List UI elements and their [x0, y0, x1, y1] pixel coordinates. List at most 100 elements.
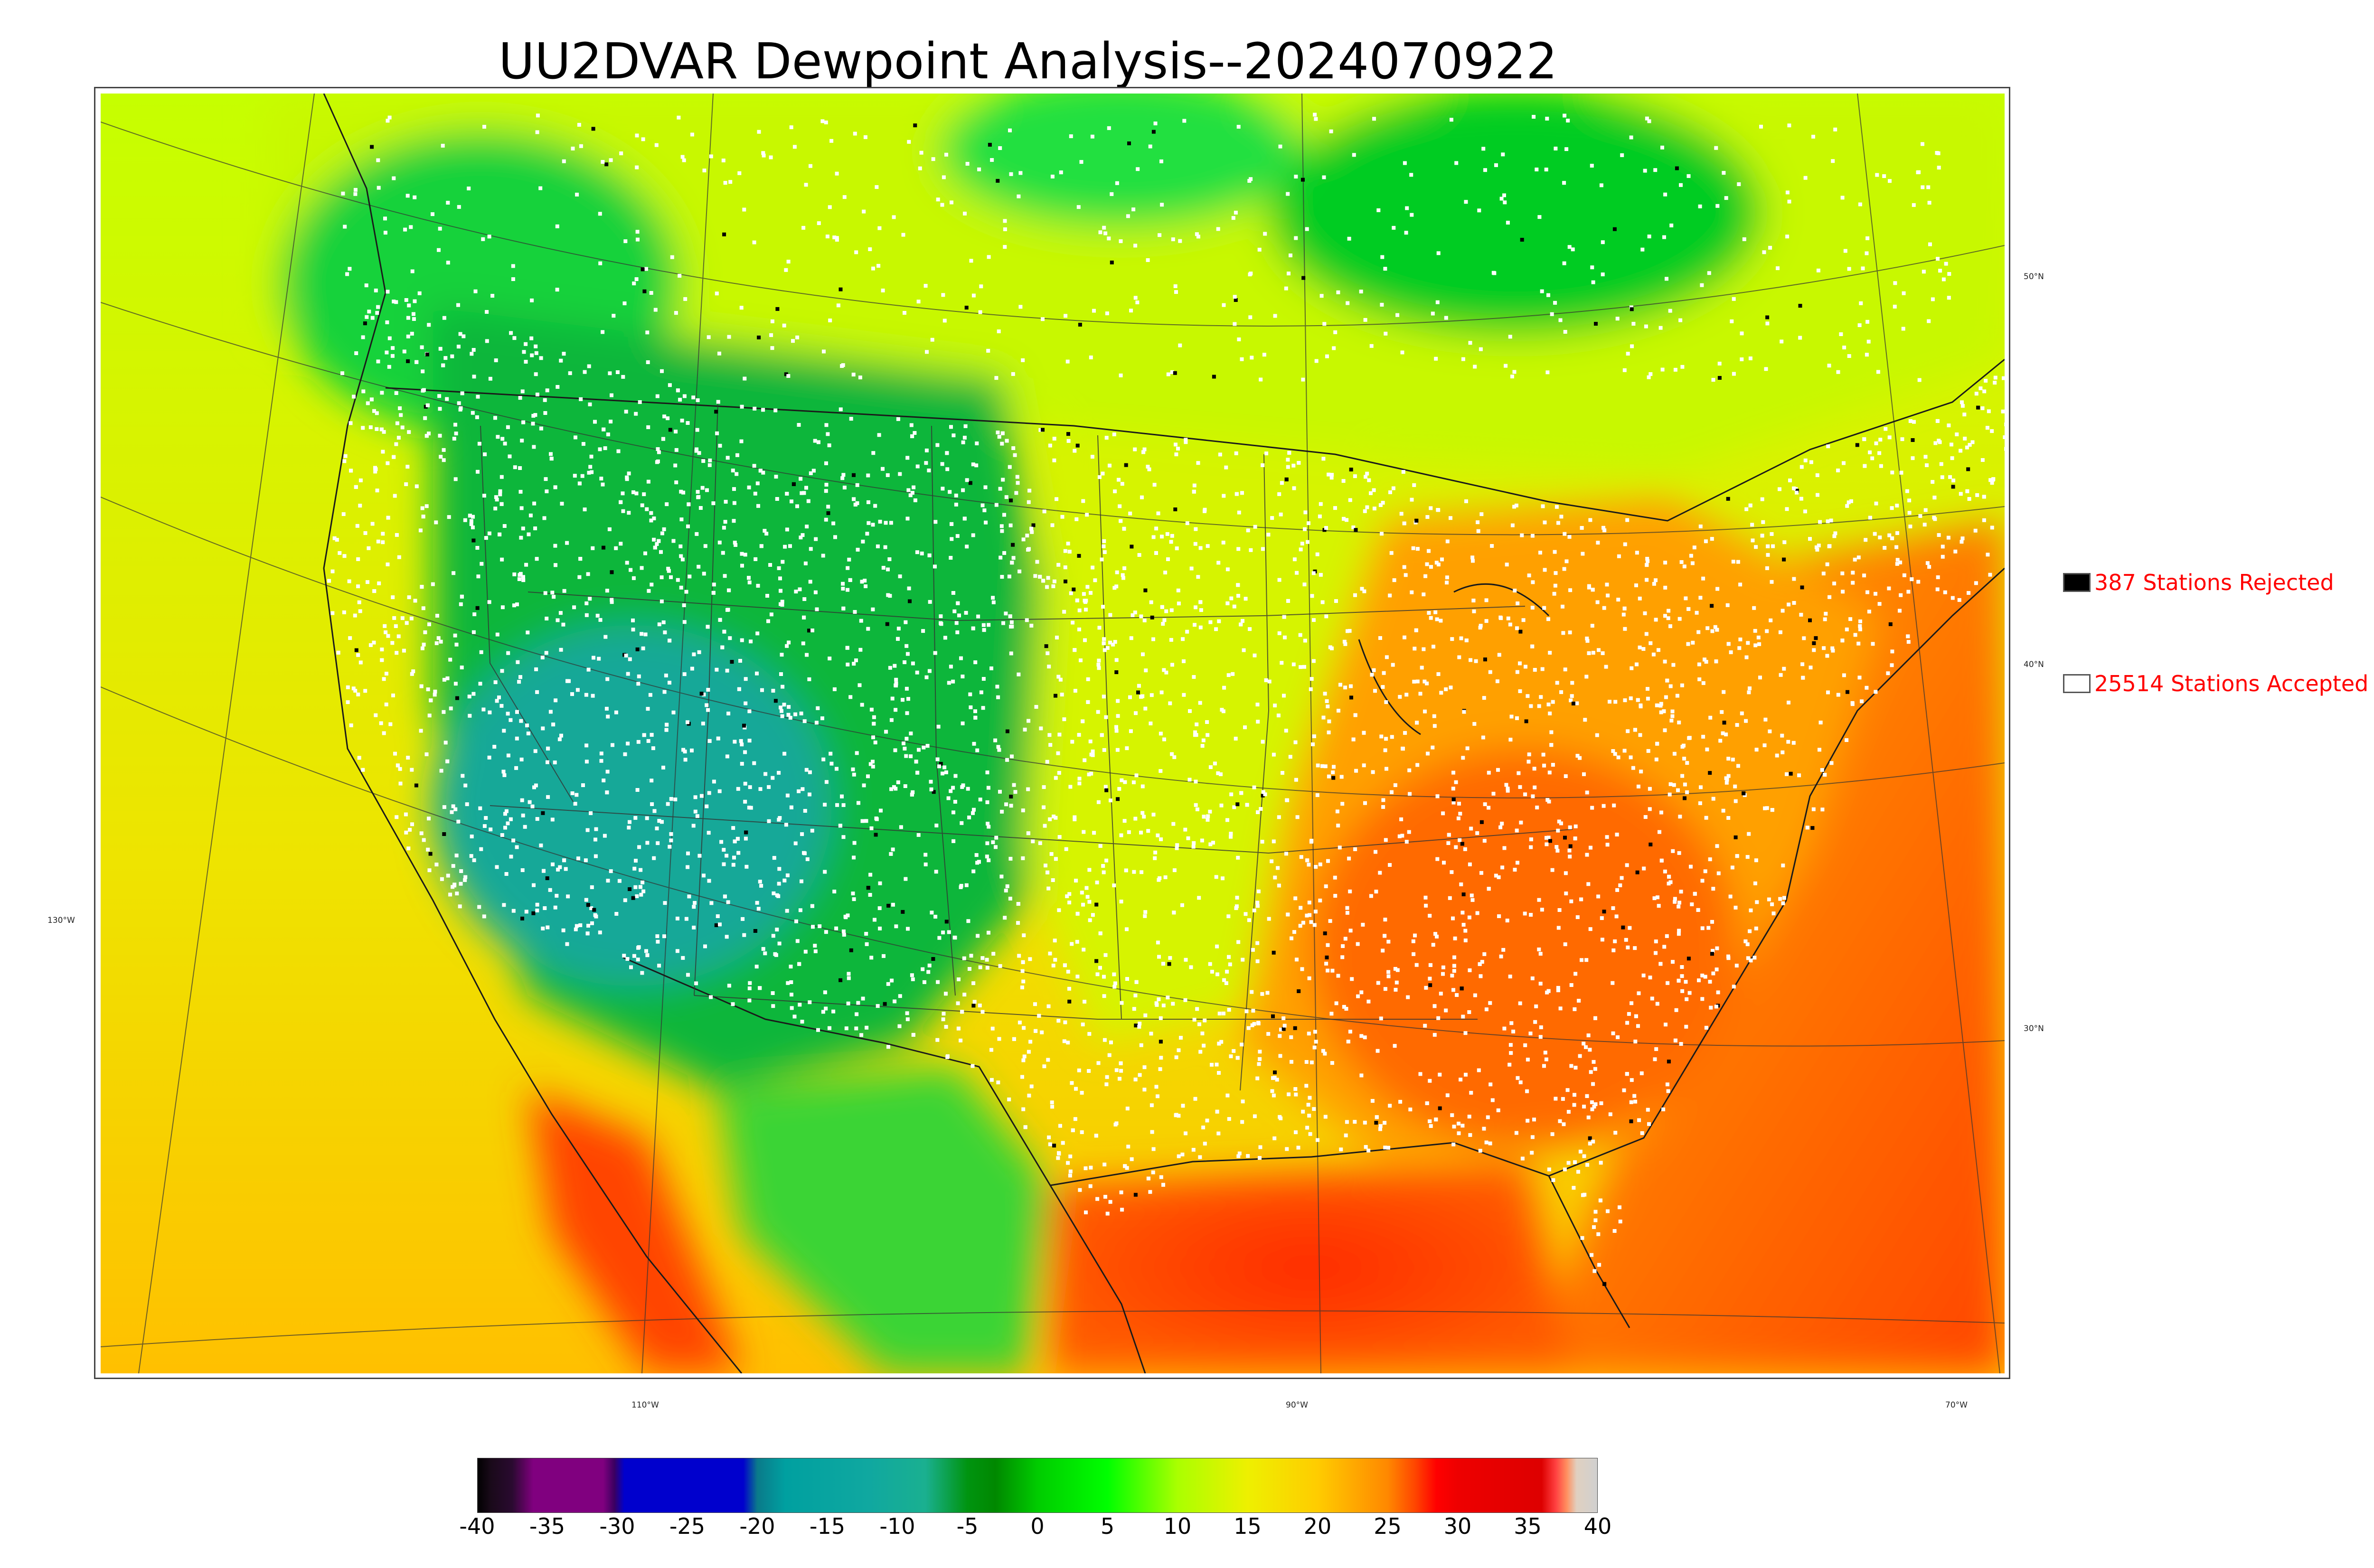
- station-marker: [1901, 327, 1905, 331]
- station-marker: [1233, 322, 1237, 326]
- station-marker: [985, 958, 989, 962]
- station-marker: [935, 1038, 940, 1042]
- station-marker: [1935, 419, 1940, 423]
- station-marker: [1151, 637, 1155, 641]
- station-marker: [1063, 565, 1067, 570]
- station-marker: [1549, 743, 1554, 747]
- dewpoint-analysis-map[interactable]: [101, 94, 2005, 1373]
- station-marker: [546, 795, 550, 799]
- station-marker: [564, 867, 568, 871]
- station-marker: [687, 894, 691, 899]
- station-marker: [1847, 267, 1851, 271]
- station-marker: [686, 720, 689, 724]
- station-marker: [498, 492, 502, 497]
- station-marker: [1013, 453, 1017, 457]
- station-marker: [1792, 577, 1796, 581]
- station-marker: [506, 651, 510, 655]
- station-marker: [1205, 720, 1209, 724]
- station-marker: [868, 893, 872, 897]
- station-marker: [1578, 1149, 1583, 1154]
- station-marker: [915, 464, 920, 469]
- station-marker: [846, 913, 850, 918]
- station-marker: [1051, 878, 1055, 882]
- station-marker: [1141, 450, 1146, 454]
- station-marker: [1012, 1037, 1016, 1041]
- station-marker: [1149, 693, 1154, 697]
- station-marker: [1435, 857, 1440, 861]
- station-marker: [1112, 432, 1116, 436]
- station-marker: [487, 531, 491, 535]
- station-marker: [1158, 233, 1162, 237]
- station-marker: [1216, 771, 1220, 775]
- station-marker: [1513, 868, 1517, 872]
- station-marker: [1475, 831, 1479, 835]
- station-marker: [1139, 614, 1143, 619]
- station-marker: [676, 578, 680, 582]
- station-marker: [1138, 1073, 1142, 1077]
- station-marker: [947, 930, 951, 934]
- station-marker: [1198, 600, 1203, 604]
- station-marker: [468, 714, 472, 718]
- station-marker: [1858, 202, 1862, 207]
- station-marker: [1643, 169, 1647, 173]
- station-marker: [785, 793, 790, 798]
- station-marker: [1533, 785, 1537, 789]
- station-marker: [405, 465, 410, 469]
- station-marker: [482, 824, 487, 828]
- station-marker: [429, 698, 433, 703]
- station-marker: [1170, 534, 1174, 538]
- station-marker: [392, 616, 396, 620]
- station-marker: [1206, 817, 1210, 822]
- station-marker: [701, 722, 705, 726]
- station-marker: [608, 371, 612, 376]
- station-marker: [903, 660, 907, 664]
- station-marker: [1715, 628, 1719, 632]
- station-marker: [1435, 794, 1440, 798]
- station-marker: [1802, 636, 1806, 640]
- station-marker: [1129, 636, 1133, 640]
- station-marker: [1781, 864, 1785, 868]
- station-marker: [1611, 906, 1615, 910]
- station-marker: [1052, 579, 1056, 583]
- station-marker: [2004, 423, 2005, 426]
- station-marker: [1497, 875, 1501, 879]
- station-marker: [1043, 824, 1047, 828]
- station-marker: [663, 630, 667, 635]
- station-marker: [1270, 859, 1274, 864]
- station-marker: [540, 656, 545, 659]
- station-marker: [1320, 764, 1324, 768]
- station-marker: [656, 447, 660, 451]
- station-marker: [1482, 696, 1486, 700]
- graticule: [101, 94, 2005, 1373]
- station-marker: [628, 657, 632, 661]
- station-marker: [787, 705, 791, 709]
- station-marker: [1436, 1016, 1441, 1020]
- station-marker: [717, 351, 721, 356]
- station-marker: [780, 653, 784, 657]
- station-marker: [1174, 1113, 1178, 1117]
- station-marker: [1077, 732, 1081, 737]
- station-marker: [511, 909, 516, 913]
- station-marker: [631, 896, 635, 900]
- station-marker: [1845, 504, 1849, 508]
- station-marker: [944, 992, 948, 996]
- station-marker: [1620, 876, 1624, 880]
- station-marker: [442, 316, 446, 320]
- station-marker: [421, 515, 425, 519]
- station-marker: [786, 981, 790, 985]
- station-marker: [851, 892, 855, 896]
- station-marker: [1624, 938, 1628, 942]
- station-marker: [367, 310, 371, 314]
- station-marker: [1506, 789, 1510, 793]
- station-marker: [775, 928, 779, 932]
- station-marker: [1706, 926, 1711, 930]
- station-marker: [829, 751, 833, 756]
- station-marker: [795, 504, 799, 508]
- station-marker: [1787, 199, 1791, 204]
- station-marker: [1423, 679, 1427, 684]
- station-marker: [687, 502, 691, 507]
- station-marker: [662, 934, 666, 939]
- station-marker: [584, 743, 589, 748]
- station-marker: [1173, 284, 1178, 288]
- station-marker: [593, 913, 597, 917]
